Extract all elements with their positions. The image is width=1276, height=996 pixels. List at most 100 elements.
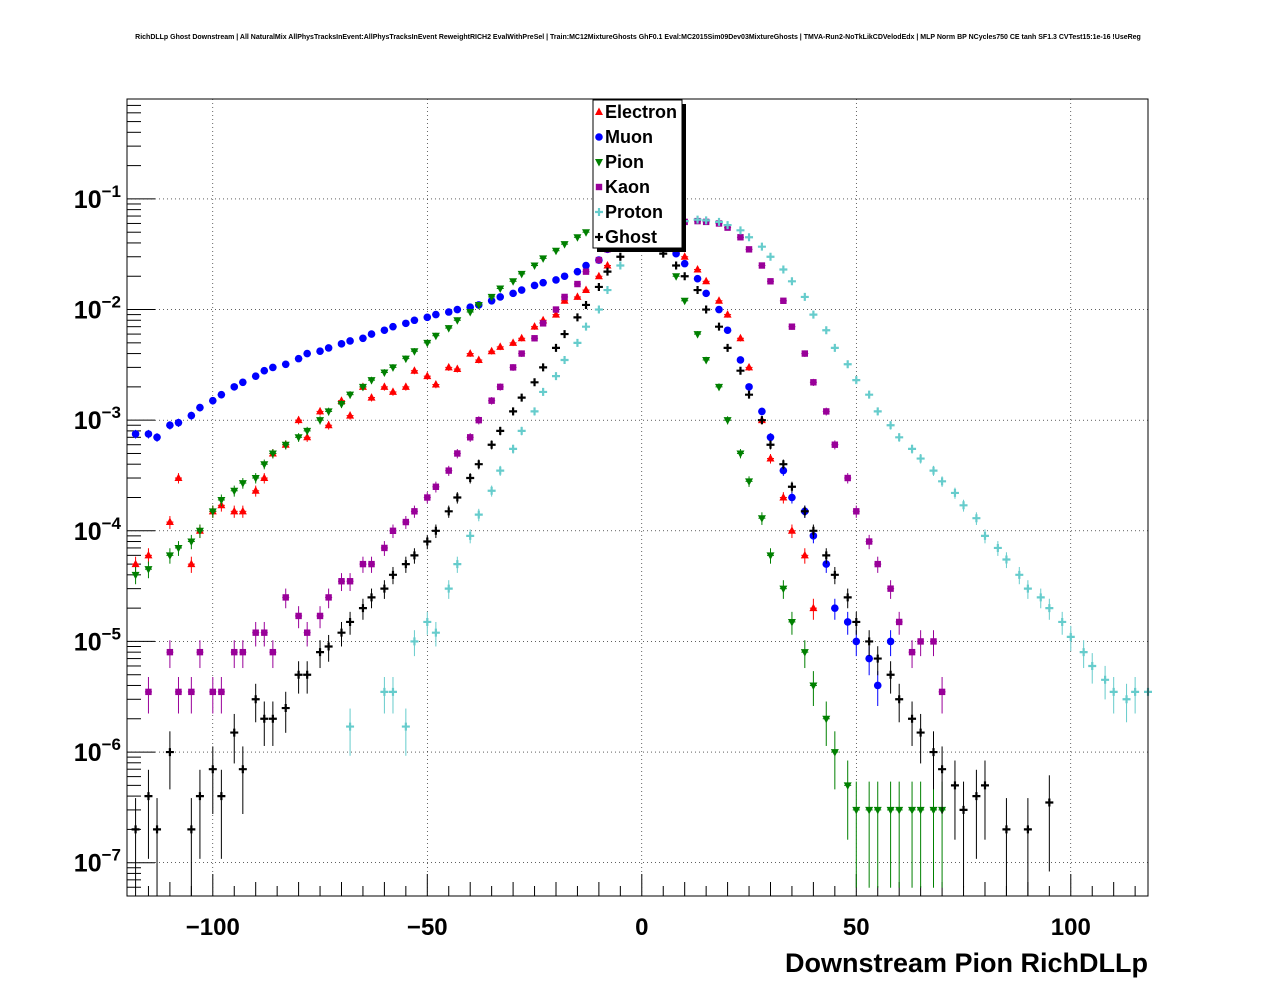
data-point xyxy=(1045,604,1054,613)
data-point xyxy=(886,670,895,679)
data-point xyxy=(359,334,367,343)
data-point xyxy=(239,378,247,387)
y-tick-label: 10−5 xyxy=(74,624,121,656)
data-point xyxy=(809,310,818,319)
data-point xyxy=(736,366,745,375)
data-point xyxy=(745,383,753,391)
data-point xyxy=(509,444,518,453)
data-point xyxy=(1131,687,1140,696)
data-point xyxy=(316,612,324,620)
data-point xyxy=(303,349,311,358)
legend-marker-electron xyxy=(595,107,603,115)
data-point xyxy=(488,397,495,404)
data-point xyxy=(509,289,517,298)
data-point xyxy=(337,628,346,637)
data-point xyxy=(616,261,625,270)
data-point xyxy=(552,306,560,313)
data-point xyxy=(886,637,895,646)
data-point xyxy=(693,286,702,295)
data-point xyxy=(865,654,873,663)
data-point xyxy=(165,552,174,560)
series-pion xyxy=(131,220,947,888)
data-point xyxy=(195,527,204,536)
data-point xyxy=(938,688,946,696)
data-point xyxy=(787,277,796,286)
data-point xyxy=(497,383,504,391)
data-point xyxy=(929,466,938,475)
y-tick-label: 10−7 xyxy=(74,846,121,878)
data-point xyxy=(1045,798,1054,807)
data-point xyxy=(144,430,153,438)
data-point xyxy=(401,355,410,364)
data-point xyxy=(174,544,183,553)
data-point xyxy=(388,387,397,395)
data-point xyxy=(800,292,809,301)
data-point xyxy=(358,383,367,392)
legend-box xyxy=(592,99,683,249)
data-point xyxy=(496,293,505,301)
data-point xyxy=(680,297,689,306)
data-point xyxy=(466,349,475,357)
data-point xyxy=(702,305,711,314)
data-point xyxy=(358,604,367,613)
data-point xyxy=(680,259,689,268)
data-point xyxy=(530,262,539,271)
x-axis-tick-labels: −100 −50 0 50 100 xyxy=(186,914,1091,941)
data-point xyxy=(561,293,568,301)
data-point xyxy=(230,487,239,496)
data-point xyxy=(702,276,711,285)
data-point xyxy=(401,560,410,569)
data-point xyxy=(787,526,796,534)
data-point xyxy=(367,330,376,338)
data-point xyxy=(517,270,526,279)
data-point xyxy=(865,637,874,646)
data-point xyxy=(209,688,216,696)
data-point xyxy=(745,246,753,253)
data-point xyxy=(487,293,496,302)
data-point xyxy=(787,618,796,627)
data-point xyxy=(444,362,453,371)
data-point xyxy=(131,571,140,580)
data-point xyxy=(745,390,754,399)
data-point xyxy=(187,559,196,568)
data-point xyxy=(474,355,483,363)
data-point xyxy=(175,688,182,696)
data-point xyxy=(195,792,204,801)
data-point xyxy=(874,560,881,568)
data-point xyxy=(800,550,809,559)
data-point xyxy=(723,221,732,230)
data-point xyxy=(208,508,217,516)
legend-marker-proton xyxy=(595,208,603,216)
data-point xyxy=(166,421,174,430)
data-point xyxy=(324,344,333,352)
data-point xyxy=(723,326,732,335)
data-point xyxy=(487,440,496,449)
data-point xyxy=(303,629,311,636)
data-point xyxy=(316,417,325,425)
data-point xyxy=(144,792,153,801)
data-point xyxy=(895,695,904,704)
data-point xyxy=(410,348,419,356)
data-point xyxy=(496,285,505,293)
data-point xyxy=(196,648,204,656)
data-point xyxy=(188,688,195,696)
data-point xyxy=(766,454,775,462)
data-point xyxy=(444,325,453,333)
data-point xyxy=(260,461,269,469)
data-point xyxy=(131,825,140,834)
data-point xyxy=(380,687,389,696)
data-point xyxy=(938,765,947,774)
data-point xyxy=(737,234,744,241)
data-point xyxy=(389,322,397,331)
data-point xyxy=(702,289,710,298)
data-point xyxy=(509,338,518,346)
data-point xyxy=(380,369,389,377)
data-point xyxy=(539,278,547,287)
data-point xyxy=(843,782,852,790)
data-point xyxy=(929,806,938,815)
data-point xyxy=(294,434,303,442)
data-point xyxy=(693,215,702,224)
series-muon xyxy=(131,239,895,706)
data-point xyxy=(916,806,925,815)
data-point xyxy=(174,473,183,482)
